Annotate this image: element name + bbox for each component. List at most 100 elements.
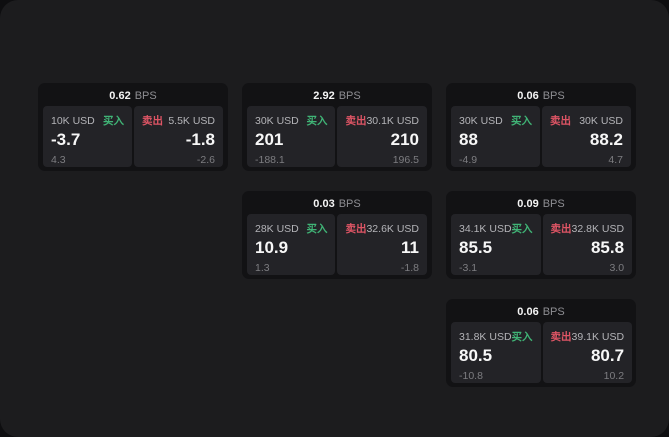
quote-card: 0.06 BPS 31.8K USD 买入 80.5 -10.8 卖出 39.1K…: [446, 299, 636, 387]
sell-secondary-value: 3.0: [609, 262, 625, 274]
quote-card: 2.92 BPS 30K USD 买入 201 -188.1 卖出 30.1K U…: [242, 83, 432, 171]
buy-quote-panel[interactable]: 30K USD 买入 88 -4.9: [451, 106, 540, 167]
buy-price: -3.7: [51, 130, 81, 149]
buy-size-label: 31.8K USD: [459, 331, 512, 343]
sell-side-label: 卖出: [142, 115, 163, 127]
spread-unit-label: BPS: [542, 306, 565, 318]
quote-card-body: 30K USD 买入 88 -4.9 卖出 30K USD 88.2 4.7: [451, 106, 631, 167]
buy-quote-panel[interactable]: 34.1K USD 买入 85.5 -3.1: [451, 214, 541, 275]
sell-quote-panel[interactable]: 卖出 30.1K USD 210 196.5: [337, 106, 427, 167]
buy-side-label: 买入: [511, 331, 533, 343]
quote-card-body: 30K USD 买入 201 -188.1 卖出 30.1K USD 210 1…: [247, 106, 427, 167]
buy-secondary-value: -4.9: [459, 154, 478, 166]
sell-quote-top-row: 卖出 30.1K USD: [345, 113, 419, 128]
spread-header: 0.06 BPS: [451, 88, 631, 106]
quote-card-body: 34.1K USD 买入 85.5 -3.1 卖出 32.8K USD 85.8…: [451, 214, 633, 275]
sell-quote-panel[interactable]: 卖出 5.5K USD -1.8 -2.6: [134, 106, 223, 167]
buy-size-label: 28K USD: [255, 223, 299, 235]
buy-side-label: 买入: [103, 115, 124, 127]
sell-quote-top-row: 卖出 32.8K USD: [551, 221, 625, 236]
sell-side-label: 卖出: [550, 331, 572, 343]
sell-quote-top-row: 卖出 30K USD: [550, 113, 623, 128]
spread-value: 0.03: [313, 198, 335, 210]
sell-quote-panel[interactable]: 卖出 39.1K USD 80.7 10.2: [542, 322, 633, 383]
buy-quote-top-row: 28K USD 买入: [255, 221, 327, 236]
sell-price: 88.2: [589, 130, 623, 149]
sell-quote-panel[interactable]: 卖出 32.6K USD 11 -1.8: [337, 214, 427, 275]
quote-card-body: 10K USD 买入 -3.7 4.3 卖出 5.5K USD -1.8 -2.…: [43, 106, 223, 167]
sell-secondary-value: 10.2: [603, 370, 625, 382]
spread-value: 2.92: [313, 90, 335, 102]
spread-value: 0.06: [517, 306, 539, 318]
buy-size-label: 10K USD: [51, 115, 95, 127]
spread-header: 0.03 BPS: [247, 196, 427, 214]
buy-size-label: 30K USD: [255, 115, 299, 127]
sell-secondary-value: 4.7: [608, 154, 623, 166]
spread-value: 0.62: [109, 90, 131, 102]
buy-price: 88: [459, 130, 478, 149]
sell-price: -1.8: [185, 130, 215, 149]
buy-side-label: 买入: [511, 115, 532, 127]
spread-header: 0.62 BPS: [43, 88, 223, 106]
buy-quote-panel[interactable]: 31.8K USD 买入 80.5 -10.8: [451, 322, 541, 383]
spread-unit-label: BPS: [134, 90, 157, 102]
sell-size-label: 32.6K USD: [366, 223, 419, 235]
buy-price: 80.5: [459, 346, 493, 365]
sell-size-label: 30K USD: [579, 115, 623, 127]
spread-unit-label: BPS: [338, 90, 361, 102]
buy-quote-panel[interactable]: 10K USD 买入 -3.7 4.3: [43, 106, 132, 167]
buy-quote-top-row: 30K USD 买入: [255, 113, 327, 128]
buy-quote-top-row: 10K USD 买入: [51, 113, 124, 128]
sell-size-label: 30.1K USD: [366, 115, 419, 127]
buy-secondary-value: 1.3: [255, 262, 270, 274]
buy-quote-panel[interactable]: 28K USD 买入 10.9 1.3: [247, 214, 336, 275]
quote-card-body: 28K USD 买入 10.9 1.3 卖出 32.6K USD 11 -1.8: [247, 214, 427, 275]
spread-header: 0.06 BPS: [451, 304, 631, 322]
spread-unit-label: BPS: [542, 198, 565, 210]
quote-card: 0.09 BPS 34.1K USD 买入 85.5 -3.1 卖出 32.8K …: [446, 191, 636, 279]
sell-quote-top-row: 卖出 39.1K USD: [551, 329, 625, 344]
buy-side-label: 买入: [306, 223, 328, 235]
spread-header: 0.09 BPS: [451, 196, 631, 214]
buy-price: 201: [255, 130, 284, 149]
buy-size-label: 34.1K USD: [459, 223, 512, 235]
spread-value: 0.06: [517, 90, 539, 102]
buy-side-label: 买入: [306, 115, 328, 127]
sell-size-label: 5.5K USD: [168, 115, 215, 127]
quote-card: 0.06 BPS 30K USD 买入 88 -4.9 卖出 30K USD 88…: [446, 83, 636, 171]
spread-value: 0.09: [517, 198, 539, 210]
sell-secondary-value: -2.6: [196, 154, 215, 166]
buy-secondary-value: -10.8: [459, 370, 483, 382]
buy-price: 85.5: [459, 238, 493, 257]
spread-unit-label: BPS: [338, 198, 361, 210]
sell-size-label: 32.8K USD: [571, 223, 625, 235]
sell-price: 85.8: [590, 238, 625, 257]
sell-quote-top-row: 卖出 5.5K USD: [142, 113, 215, 128]
buy-secondary-value: -3.1: [459, 262, 478, 274]
spread-unit-label: BPS: [542, 90, 565, 102]
sell-side-label: 卖出: [550, 115, 571, 127]
buy-side-label: 买入: [511, 223, 533, 235]
quote-card: 0.62 BPS 10K USD 买入 -3.7 4.3 卖出 5.5K USD …: [38, 83, 228, 171]
buy-size-label: 30K USD: [459, 115, 503, 127]
sell-secondary-value: 196.5: [392, 154, 419, 166]
buy-price: 10.9: [255, 238, 289, 257]
buy-quote-panel[interactable]: 30K USD 买入 201 -188.1: [247, 106, 336, 167]
sell-quote-panel[interactable]: 卖出 32.8K USD 85.8 3.0: [542, 214, 633, 275]
sell-price: 210: [390, 130, 419, 149]
buy-secondary-value: -188.1: [255, 154, 285, 166]
sell-side-label: 卖出: [550, 223, 572, 235]
spread-header: 2.92 BPS: [247, 88, 427, 106]
sell-side-label: 卖出: [345, 115, 367, 127]
sell-quote-top-row: 卖出 32.6K USD: [345, 221, 419, 236]
quote-card: 0.03 BPS 28K USD 买入 10.9 1.3 卖出 32.6K USD…: [242, 191, 432, 279]
buy-quote-top-row: 30K USD 买入: [459, 113, 532, 128]
sell-side-label: 卖出: [345, 223, 367, 235]
quote-card-body: 31.8K USD 买入 80.5 -10.8 卖出 39.1K USD 80.…: [451, 322, 633, 383]
sell-quote-panel[interactable]: 卖出 30K USD 88.2 4.7: [542, 106, 631, 167]
buy-quote-top-row: 31.8K USD 买入: [459, 329, 533, 344]
buy-secondary-value: 4.3: [51, 154, 66, 166]
buy-quote-top-row: 34.1K USD 买入: [459, 221, 533, 236]
